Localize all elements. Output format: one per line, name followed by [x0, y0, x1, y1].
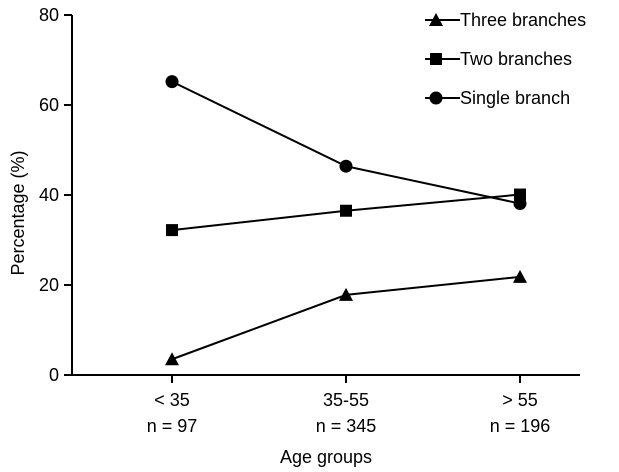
series-square — [166, 188, 526, 237]
series-layer — [165, 75, 527, 366]
axes: 0 20 40 60 80 < 35 n = 97 35-55 n = 345 > 55 n = 1… — [39, 5, 580, 436]
data-point — [514, 188, 526, 201]
legend-entry: Single branch — [425, 88, 570, 108]
y-tick-label: 40 — [39, 185, 59, 205]
x-tick-label: 35-55 — [323, 390, 369, 410]
y-axis-label: Percentage (%) — [8, 150, 28, 275]
series-circle — [165, 75, 527, 211]
data-point — [165, 75, 179, 89]
legend-marker — [430, 53, 442, 65]
legend-label: Single branch — [460, 88, 570, 108]
y-tick-label: 80 — [39, 5, 59, 25]
series-triangle — [165, 269, 527, 366]
legend-entry: Two branches — [425, 49, 572, 69]
x-tick-label: > 55 — [502, 390, 538, 410]
legend-label: Two branches — [460, 49, 572, 69]
data-point — [339, 159, 353, 173]
legend-marker — [429, 13, 443, 26]
data-point — [339, 287, 353, 301]
x-tick-count: n = 196 — [490, 416, 551, 436]
y-tick-label: 20 — [39, 275, 59, 295]
x-tick-count: n = 97 — [147, 416, 198, 436]
y-tick-label: 0 — [49, 365, 59, 385]
x-axis-label: Age groups — [280, 447, 372, 467]
data-point — [166, 224, 178, 237]
y-tick-label: 60 — [39, 95, 59, 115]
data-point — [340, 204, 352, 217]
data-point — [513, 269, 527, 283]
x-tick-count: n = 345 — [316, 416, 377, 436]
data-point — [513, 197, 527, 211]
x-tick-label: < 35 — [154, 390, 190, 410]
legend-marker — [429, 91, 443, 105]
legend-label: Three branches — [460, 10, 586, 30]
legend: Three branches Two branches Single branch — [425, 10, 586, 108]
legend-entry: Three branches — [425, 10, 586, 30]
data-point — [165, 352, 179, 366]
